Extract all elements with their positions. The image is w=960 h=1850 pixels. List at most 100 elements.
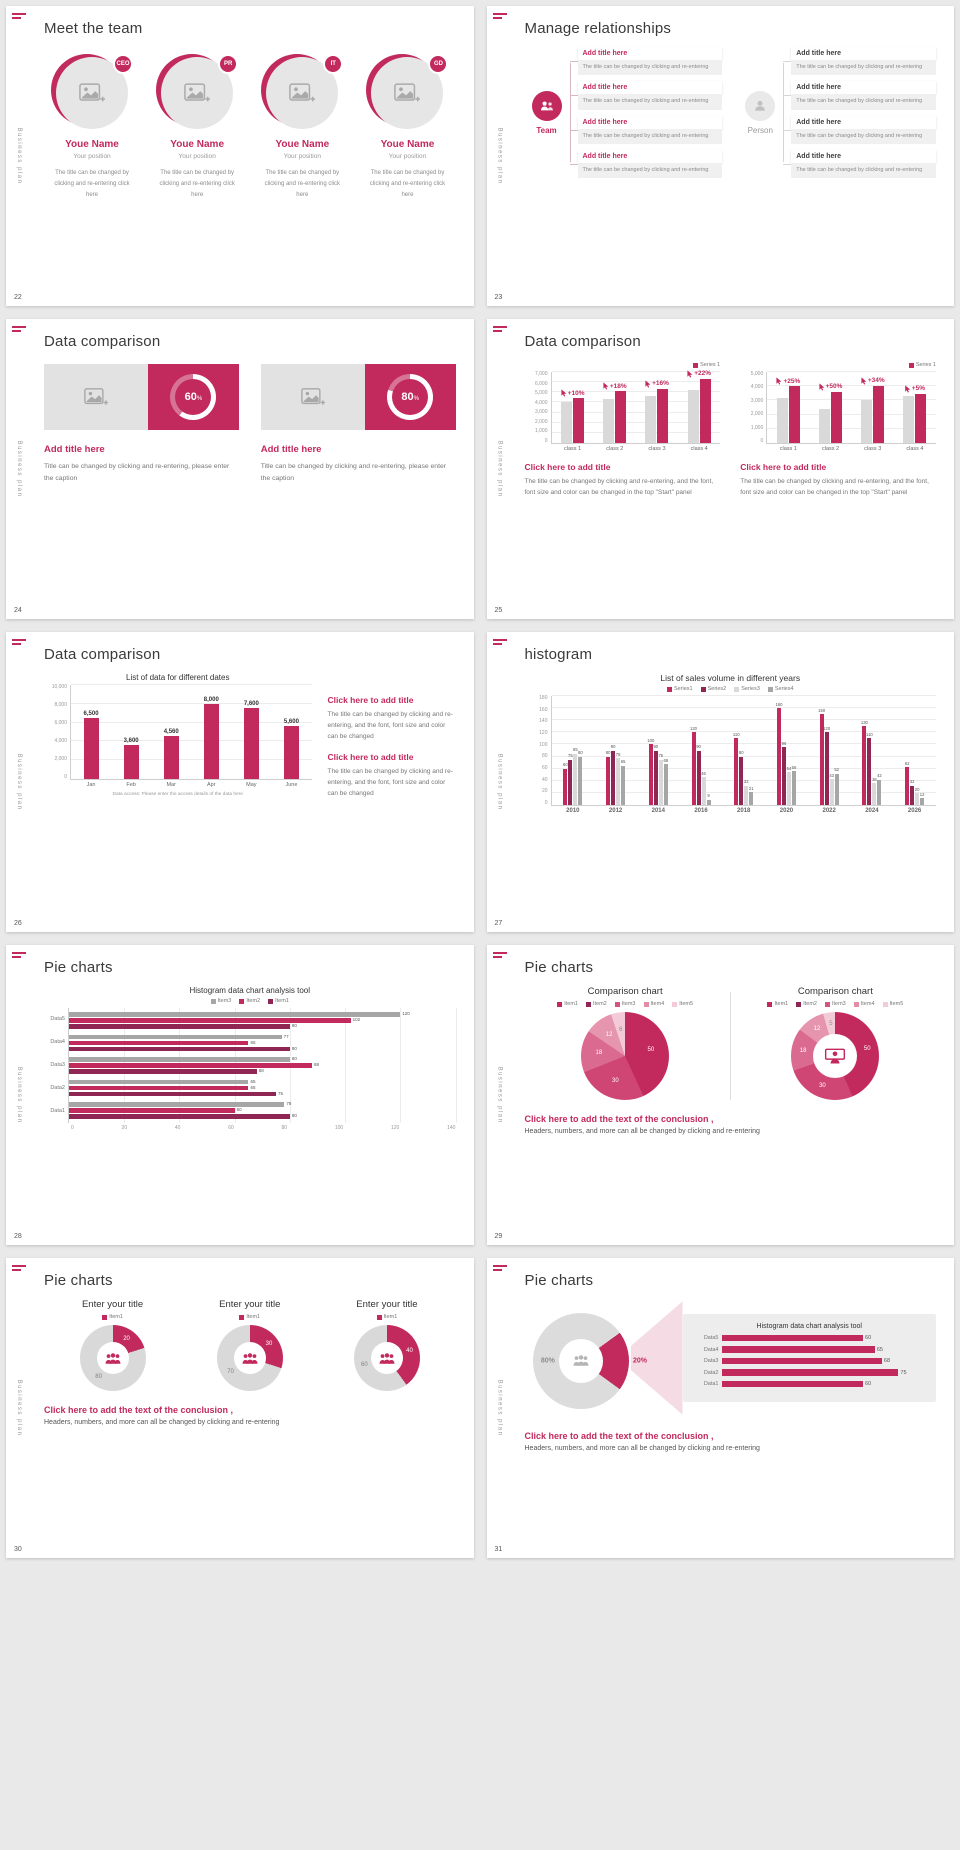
- bar-chart-classes: Series 1 5,000 4,000 3,000 2,000 1,000 0 +25% +5…: [740, 362, 936, 452]
- slide-sidebar: Business plan 31: [487, 1258, 513, 1558]
- donut-chart: 20% 80%: [525, 1312, 647, 1409]
- role-badge: GD: [428, 54, 449, 74]
- panel-desc: The title can be changed by clicking and…: [740, 478, 929, 497]
- slide-22[interactable]: Business plan 22 Meet the team CEO Youe …: [6, 6, 474, 306]
- member-desc: The title can be changed by clicking and…: [264, 170, 340, 198]
- conclusion-heading: Click here to add the text of the conclu…: [524, 1431, 714, 1441]
- chart-legend: Series1 Series2 Series3 Series4: [525, 686, 937, 692]
- box-desc: The title can be changed by clicking and…: [577, 60, 723, 76]
- slide-30[interactable]: Business plan 30 Pie charts Enter your t…: [6, 1258, 474, 1558]
- team-members: CEO Youe Name Your position The title ca…: [44, 47, 456, 200]
- page-title: Pie charts: [524, 959, 594, 976]
- slide-number: 26: [14, 920, 22, 927]
- slide-23[interactable]: Business plan 23 Manage relationships Te…: [486, 6, 954, 306]
- image-placeholder-icon: [79, 83, 105, 102]
- slide-number: 23: [494, 294, 503, 301]
- member-name: Youe Name: [275, 139, 330, 150]
- people-icon: [379, 1352, 395, 1364]
- slide-sidebar: Business plan 26: [6, 632, 32, 932]
- card-desc: Title can be changed by clicking and re-…: [44, 463, 230, 483]
- sidebar-vertical-label: Business plan: [16, 1066, 22, 1124]
- member-name: Youe Name: [380, 139, 435, 150]
- slide-number: 25: [494, 607, 503, 614]
- chart-legend: Item3 Item2 Item1: [44, 998, 456, 1004]
- card-heading: Add title here: [260, 444, 322, 455]
- brand-logo-icon: [492, 952, 507, 960]
- chart-caption: Data access: Please enter the access det…: [112, 792, 243, 797]
- relationship-box: Add title here The title can be changed …: [569, 149, 723, 178]
- sidebar-vertical-label: Business plan: [496, 1066, 503, 1124]
- chart-title: Comparison chart: [587, 986, 663, 997]
- brand-logo-icon: [492, 326, 507, 334]
- page-title: Manage relationships: [524, 20, 672, 37]
- team-member: IT Youe Name Your position The title can…: [256, 51, 348, 200]
- image-placeholder-icon: [184, 83, 211, 102]
- panel-desc: The title can be changed by clicking and…: [327, 711, 453, 741]
- box-desc: The title can be changed by clicking and…: [791, 128, 936, 144]
- slide-number: 27: [494, 920, 503, 927]
- cursor-icon: [905, 385, 911, 393]
- role-badge: IT: [323, 54, 344, 74]
- box-title: Add title here: [577, 115, 723, 129]
- relationship-box: Add title here The title can be changed …: [569, 81, 723, 110]
- progress-unit: %: [196, 396, 203, 402]
- chart-title: Enter your title: [81, 1299, 144, 1310]
- member-position: Your position: [283, 153, 321, 160]
- card-desc: Title can be changed by clicking and re-…: [260, 463, 447, 483]
- box-desc: The title can be changed by clicking and…: [577, 128, 723, 144]
- donut-disc: 50 30 18 12 5: [791, 1012, 880, 1100]
- slide-sidebar: Business plan 27: [487, 632, 513, 932]
- donut-chart: Item1 20 80: [79, 1312, 146, 1391]
- chart-panel: Series 1 7,000 6,000 5,000 4,000 3,000 2,000 1,…: [525, 360, 721, 498]
- slide-29[interactable]: Business plan 29 Pie charts Comparison c…: [486, 945, 954, 1245]
- slide-number: 29: [494, 1233, 503, 1240]
- slide-sidebar: Business plan 22: [6, 6, 32, 306]
- pie-disc: 50 30 18 12 6: [581, 1012, 670, 1100]
- slide-31[interactable]: Business plan 31 Pie charts 20% 80% Histo…: [486, 1258, 954, 1558]
- panel-heading: Click here to add title: [327, 695, 414, 705]
- conclusion-heading: Click here to add the text of the conclu…: [524, 1114, 714, 1124]
- relationship-box: Add title here The title can be changed …: [783, 115, 936, 144]
- box-desc: The title can be changed by clicking and…: [577, 94, 723, 110]
- box-title: Add title here: [577, 81, 723, 95]
- sidebar-vertical-label: Business plan: [496, 1379, 503, 1437]
- comparison-card: 80% Add title here Title can be changed …: [260, 364, 456, 485]
- brand-logo-icon: [12, 952, 26, 960]
- progress-ring: 60%: [170, 374, 217, 420]
- slide-25[interactable]: Business plan 25 Data comparison Series …: [486, 319, 954, 619]
- progress-value: 60: [184, 391, 197, 403]
- avatar: PR: [156, 54, 239, 129]
- chart-title: List of sales volume in different years: [660, 673, 801, 683]
- chart-panel: Enter your title Item1 30 70: [181, 1299, 318, 1391]
- box-desc: The title can be changed by clicking and…: [791, 94, 936, 110]
- team-label: Team: [536, 125, 557, 135]
- avatar: GD: [366, 54, 449, 129]
- conclusion: Click here to add the text of the conclu…: [525, 1431, 937, 1452]
- progress-unit: %: [413, 396, 419, 402]
- bar-chart-months: 10,000 8,000 6,000 4,000 2,000 0 6,500 3,600 4,5…: [44, 684, 312, 788]
- panel-heading: Click here to add title: [524, 462, 611, 472]
- conclusion-text: Headers, numbers, and more can all be ch…: [44, 1419, 280, 1426]
- people-icon: [242, 1352, 258, 1364]
- slide-sidebar: Business plan 25: [487, 319, 513, 619]
- chart-legend: Item1 Item2 Item3 Item4 Item5: [557, 1001, 693, 1007]
- conclusion-text: Headers, numbers, and more can all be ch…: [524, 1445, 760, 1452]
- donut-chart: Item1 40 60: [353, 1312, 420, 1391]
- chart-panel: List of data for different dates 10,000 8…: [44, 673, 312, 809]
- slide-28[interactable]: Business plan 28 Pie charts Histogram da…: [6, 945, 474, 1245]
- box-title: Add title here: [791, 149, 936, 163]
- brand-logo-icon: [492, 1265, 507, 1273]
- slide-26[interactable]: Business plan 26 Data comparison List of…: [6, 632, 474, 932]
- slide-24[interactable]: Business plan 24 Data comparison 60% Add…: [6, 319, 474, 619]
- slide-27[interactable]: Business plan 27 histogram List of sales…: [486, 632, 954, 932]
- pie-chart: Item1 Item2 Item3 Item4 Item5 50 30 18 12 6: [557, 999, 693, 1100]
- member-desc: The title can be changed by clicking and…: [54, 170, 130, 198]
- chart-legend: Series 1: [740, 362, 936, 368]
- sidebar-vertical-label: Business plan: [496, 753, 503, 811]
- page-title: Data comparison: [524, 333, 641, 350]
- slide-sidebar: Business plan 30: [6, 1258, 32, 1558]
- box-title: Add title here: [791, 47, 936, 60]
- page-title: Data comparison: [44, 333, 161, 350]
- slide-sidebar: Business plan 23: [487, 6, 513, 306]
- page-title: histogram: [524, 646, 593, 663]
